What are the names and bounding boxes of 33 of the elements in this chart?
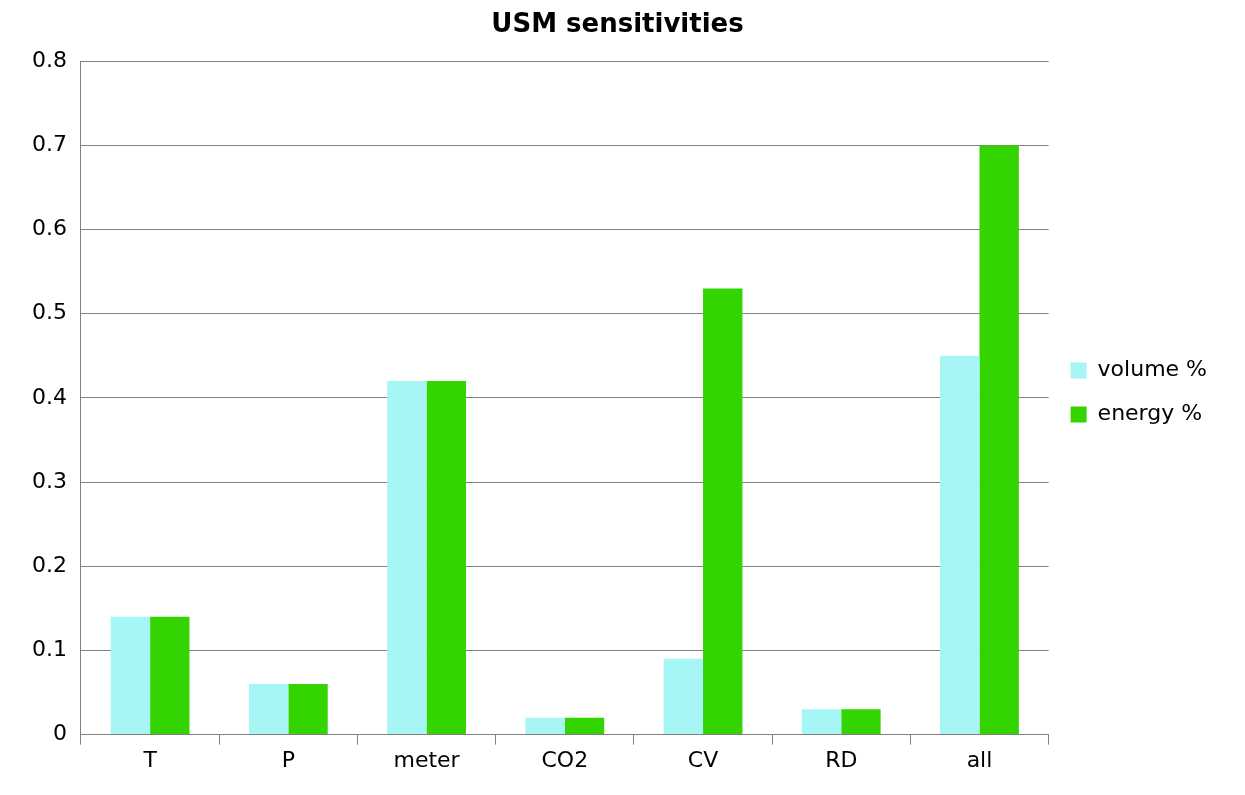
x-tick-label: CO2: [541, 746, 589, 772]
bar: [940, 355, 980, 735]
legend-label: volume %: [1097, 356, 1208, 382]
y-tick-label: 0.1: [31, 636, 67, 662]
chart-title: USM sensitivities: [491, 8, 744, 39]
bar: [288, 684, 328, 735]
bar: [663, 658, 704, 735]
x-tick-label: meter: [393, 746, 461, 772]
x-tick-label: P: [281, 746, 295, 772]
y-tick-label: 0.8: [31, 46, 67, 72]
bar: [979, 145, 1019, 735]
y-tick-label: 0.2: [31, 551, 67, 577]
x-tick-label: CV: [687, 746, 719, 772]
y-tick-label: 0.7: [31, 131, 67, 157]
x-tick-label: RD: [825, 746, 858, 772]
bar: [564, 717, 605, 735]
bar: [703, 288, 743, 735]
bar: [150, 616, 190, 735]
x-tick-label: all: [966, 746, 993, 772]
y-tick-label: 0: [52, 720, 67, 746]
bar: [801, 709, 842, 735]
bar: [248, 684, 289, 735]
x-tick-label: T: [142, 746, 158, 772]
legend-label: energy %: [1097, 400, 1203, 426]
y-tick-label: 0.5: [31, 299, 67, 325]
y-tick-label: 0.3: [31, 467, 67, 493]
bar: [525, 717, 565, 735]
bar: [110, 616, 151, 735]
bar: [426, 381, 466, 735]
y-tick-label: 0.4: [31, 383, 67, 409]
y-tick-label: 0.6: [31, 215, 67, 241]
bar: [387, 381, 427, 735]
bar: [841, 709, 881, 735]
